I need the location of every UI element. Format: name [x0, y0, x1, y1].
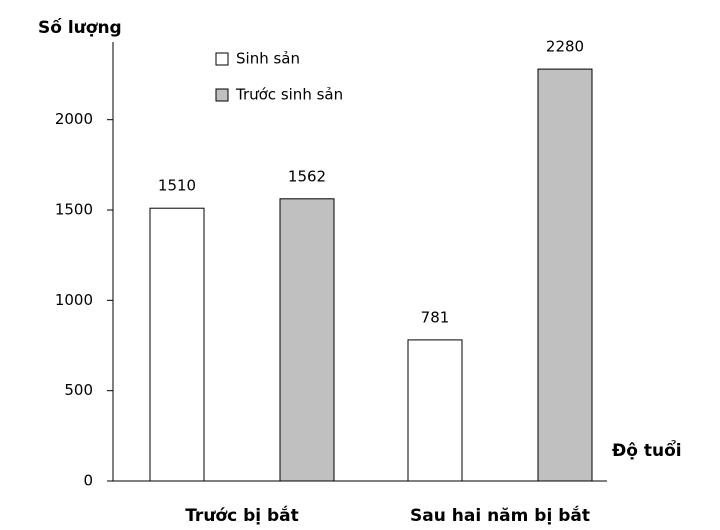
bar	[537, 68, 593, 482]
data-label: 1562	[288, 167, 326, 185]
y-tick-label: 1000	[55, 291, 93, 309]
legend-label: Trước sinh sản	[235, 86, 343, 104]
data-label: 1510	[158, 177, 196, 195]
y-tick-label: 2000	[55, 110, 93, 128]
x-tick-label: Trước bị bắt	[185, 505, 299, 526]
bar	[149, 207, 205, 482]
x-tick-label: Sau hai năm bị bắt	[410, 505, 590, 526]
bar	[279, 198, 335, 482]
bar	[407, 339, 463, 482]
y-tick-label: 0	[83, 472, 93, 490]
data-label: 2280	[546, 38, 584, 56]
legend-swatch	[215, 52, 229, 66]
y-axis-title: Số lượng	[38, 17, 122, 38]
data-label: 781	[421, 308, 450, 326]
y-tick-label: 500	[64, 381, 93, 399]
y-tick-label: 1500	[55, 201, 93, 219]
legend-swatch	[215, 88, 229, 102]
legend-label: Sinh sản	[236, 50, 300, 68]
x-axis-title: Độ tuổi	[612, 439, 682, 461]
